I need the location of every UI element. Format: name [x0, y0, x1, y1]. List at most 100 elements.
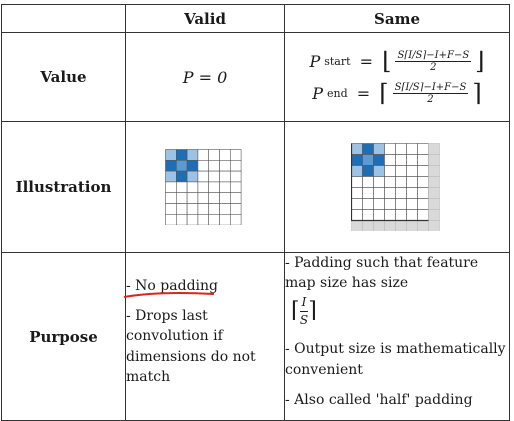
grid-cell	[362, 209, 374, 221]
grid-cell	[219, 170, 231, 183]
grid-cell	[230, 170, 242, 183]
padding-cell	[395, 220, 407, 231]
grid-cell	[197, 160, 210, 172]
grid-cell	[373, 198, 385, 210]
grid-cell	[186, 214, 199, 225]
empty-corner-cell	[1, 4, 126, 33]
grid-cell	[417, 143, 429, 155]
grid-cell	[406, 154, 418, 166]
row-label-illustration: Illustration	[1, 121, 126, 253]
grid-cell	[197, 149, 210, 161]
grid-cell	[230, 181, 242, 194]
grid-cell	[208, 203, 220, 215]
grid-cell	[219, 160, 231, 172]
grid-cell	[417, 187, 429, 199]
valid-illustration-cell	[125, 121, 285, 253]
grid-cell	[384, 198, 396, 210]
padding-cell	[428, 220, 440, 231]
grid-cell	[208, 181, 220, 194]
padding-cell	[428, 176, 440, 188]
same-illustration-cell	[284, 121, 510, 253]
grid-cell	[395, 154, 407, 166]
grid-cell	[417, 154, 429, 166]
grid-cell	[395, 165, 407, 177]
grid-cell	[176, 203, 188, 215]
padding-cell	[351, 220, 363, 231]
kernel-cell	[362, 154, 374, 166]
grid-cell	[197, 192, 210, 204]
grid-cell	[384, 176, 396, 188]
grid-cell	[406, 143, 418, 155]
grid-cell	[176, 181, 188, 194]
padding-cell	[384, 220, 396, 231]
grid-cell	[395, 198, 407, 210]
grid-cell	[208, 149, 220, 161]
grid-cell	[384, 209, 396, 221]
grid-cell	[362, 198, 374, 210]
kernel-cell	[373, 143, 385, 155]
grid-cell	[417, 165, 429, 177]
grid-cell	[395, 176, 407, 188]
row-label-value: Value	[1, 32, 126, 122]
kernel-cell	[351, 165, 363, 177]
header-same: Same	[284, 4, 510, 33]
padding-cell	[362, 220, 374, 231]
grid-cell	[351, 176, 363, 188]
padding-cell	[428, 209, 440, 221]
padding-cell	[406, 220, 418, 231]
grid-cell	[395, 187, 407, 199]
header-valid: Valid	[125, 4, 285, 33]
grid-cell	[362, 176, 374, 188]
row-label-purpose: Purpose	[1, 251, 126, 421]
padding-cell	[428, 187, 440, 199]
red-underline-annotation	[123, 291, 215, 298]
grid-cell	[197, 203, 210, 215]
grid-cell	[165, 214, 177, 225]
valid-purpose-cell: - No padding - Drops last convolution if…	[123, 251, 285, 421]
grid-cell	[406, 198, 418, 210]
grid-cell	[406, 165, 418, 177]
grid-cell	[230, 149, 242, 161]
grid-cell	[208, 160, 220, 172]
grid-cell	[406, 187, 418, 199]
padding-cell	[428, 198, 440, 210]
grid-cell	[373, 209, 385, 221]
kernel-cell	[362, 143, 374, 155]
kernel-cell	[176, 170, 188, 183]
valid-purpose-item-1: - No padding	[123, 276, 284, 298]
kernel-cell	[186, 160, 199, 172]
grid-cell	[362, 187, 374, 199]
grid-cell	[208, 214, 220, 225]
grid-cell	[208, 170, 220, 183]
grid-cell	[230, 192, 242, 204]
padding-cell	[373, 220, 385, 231]
grid-cell	[406, 209, 418, 221]
grid-cell	[186, 192, 199, 204]
p-end-fraction: S⌈I/S⌉−I+F−S 2	[392, 81, 469, 105]
grid-cell	[197, 170, 210, 183]
grid-cell	[351, 209, 363, 221]
valid-purpose-item-2: - Drops last convolution if dimensions d…	[126, 308, 256, 386]
no-padding-annotated: - No padding	[123, 276, 218, 298]
kernel-cell	[176, 149, 188, 161]
valid-padding-grid	[165, 149, 242, 225]
kernel-cell	[373, 154, 385, 166]
kernel-cell	[176, 160, 188, 172]
ceil-i-over-s: ⌈ I S ⌉	[291, 294, 317, 327]
grid-cell	[176, 192, 188, 204]
same-purpose-cell: - Padding such that feature map size has…	[284, 251, 510, 421]
grid-cell	[351, 198, 363, 210]
kernel-cell	[351, 143, 363, 155]
same-purpose-item-1: - Padding such that feature map size has…	[285, 253, 509, 329]
grid-cell	[165, 192, 177, 204]
kernel-cell	[351, 154, 363, 166]
kernel-cell	[165, 160, 177, 172]
same-purpose-item-3: - Also called 'half' padding	[285, 391, 473, 408]
padding-cell	[428, 154, 440, 166]
grid-cell	[208, 192, 220, 204]
input-border	[351, 143, 429, 222]
grid-cell	[384, 154, 396, 166]
